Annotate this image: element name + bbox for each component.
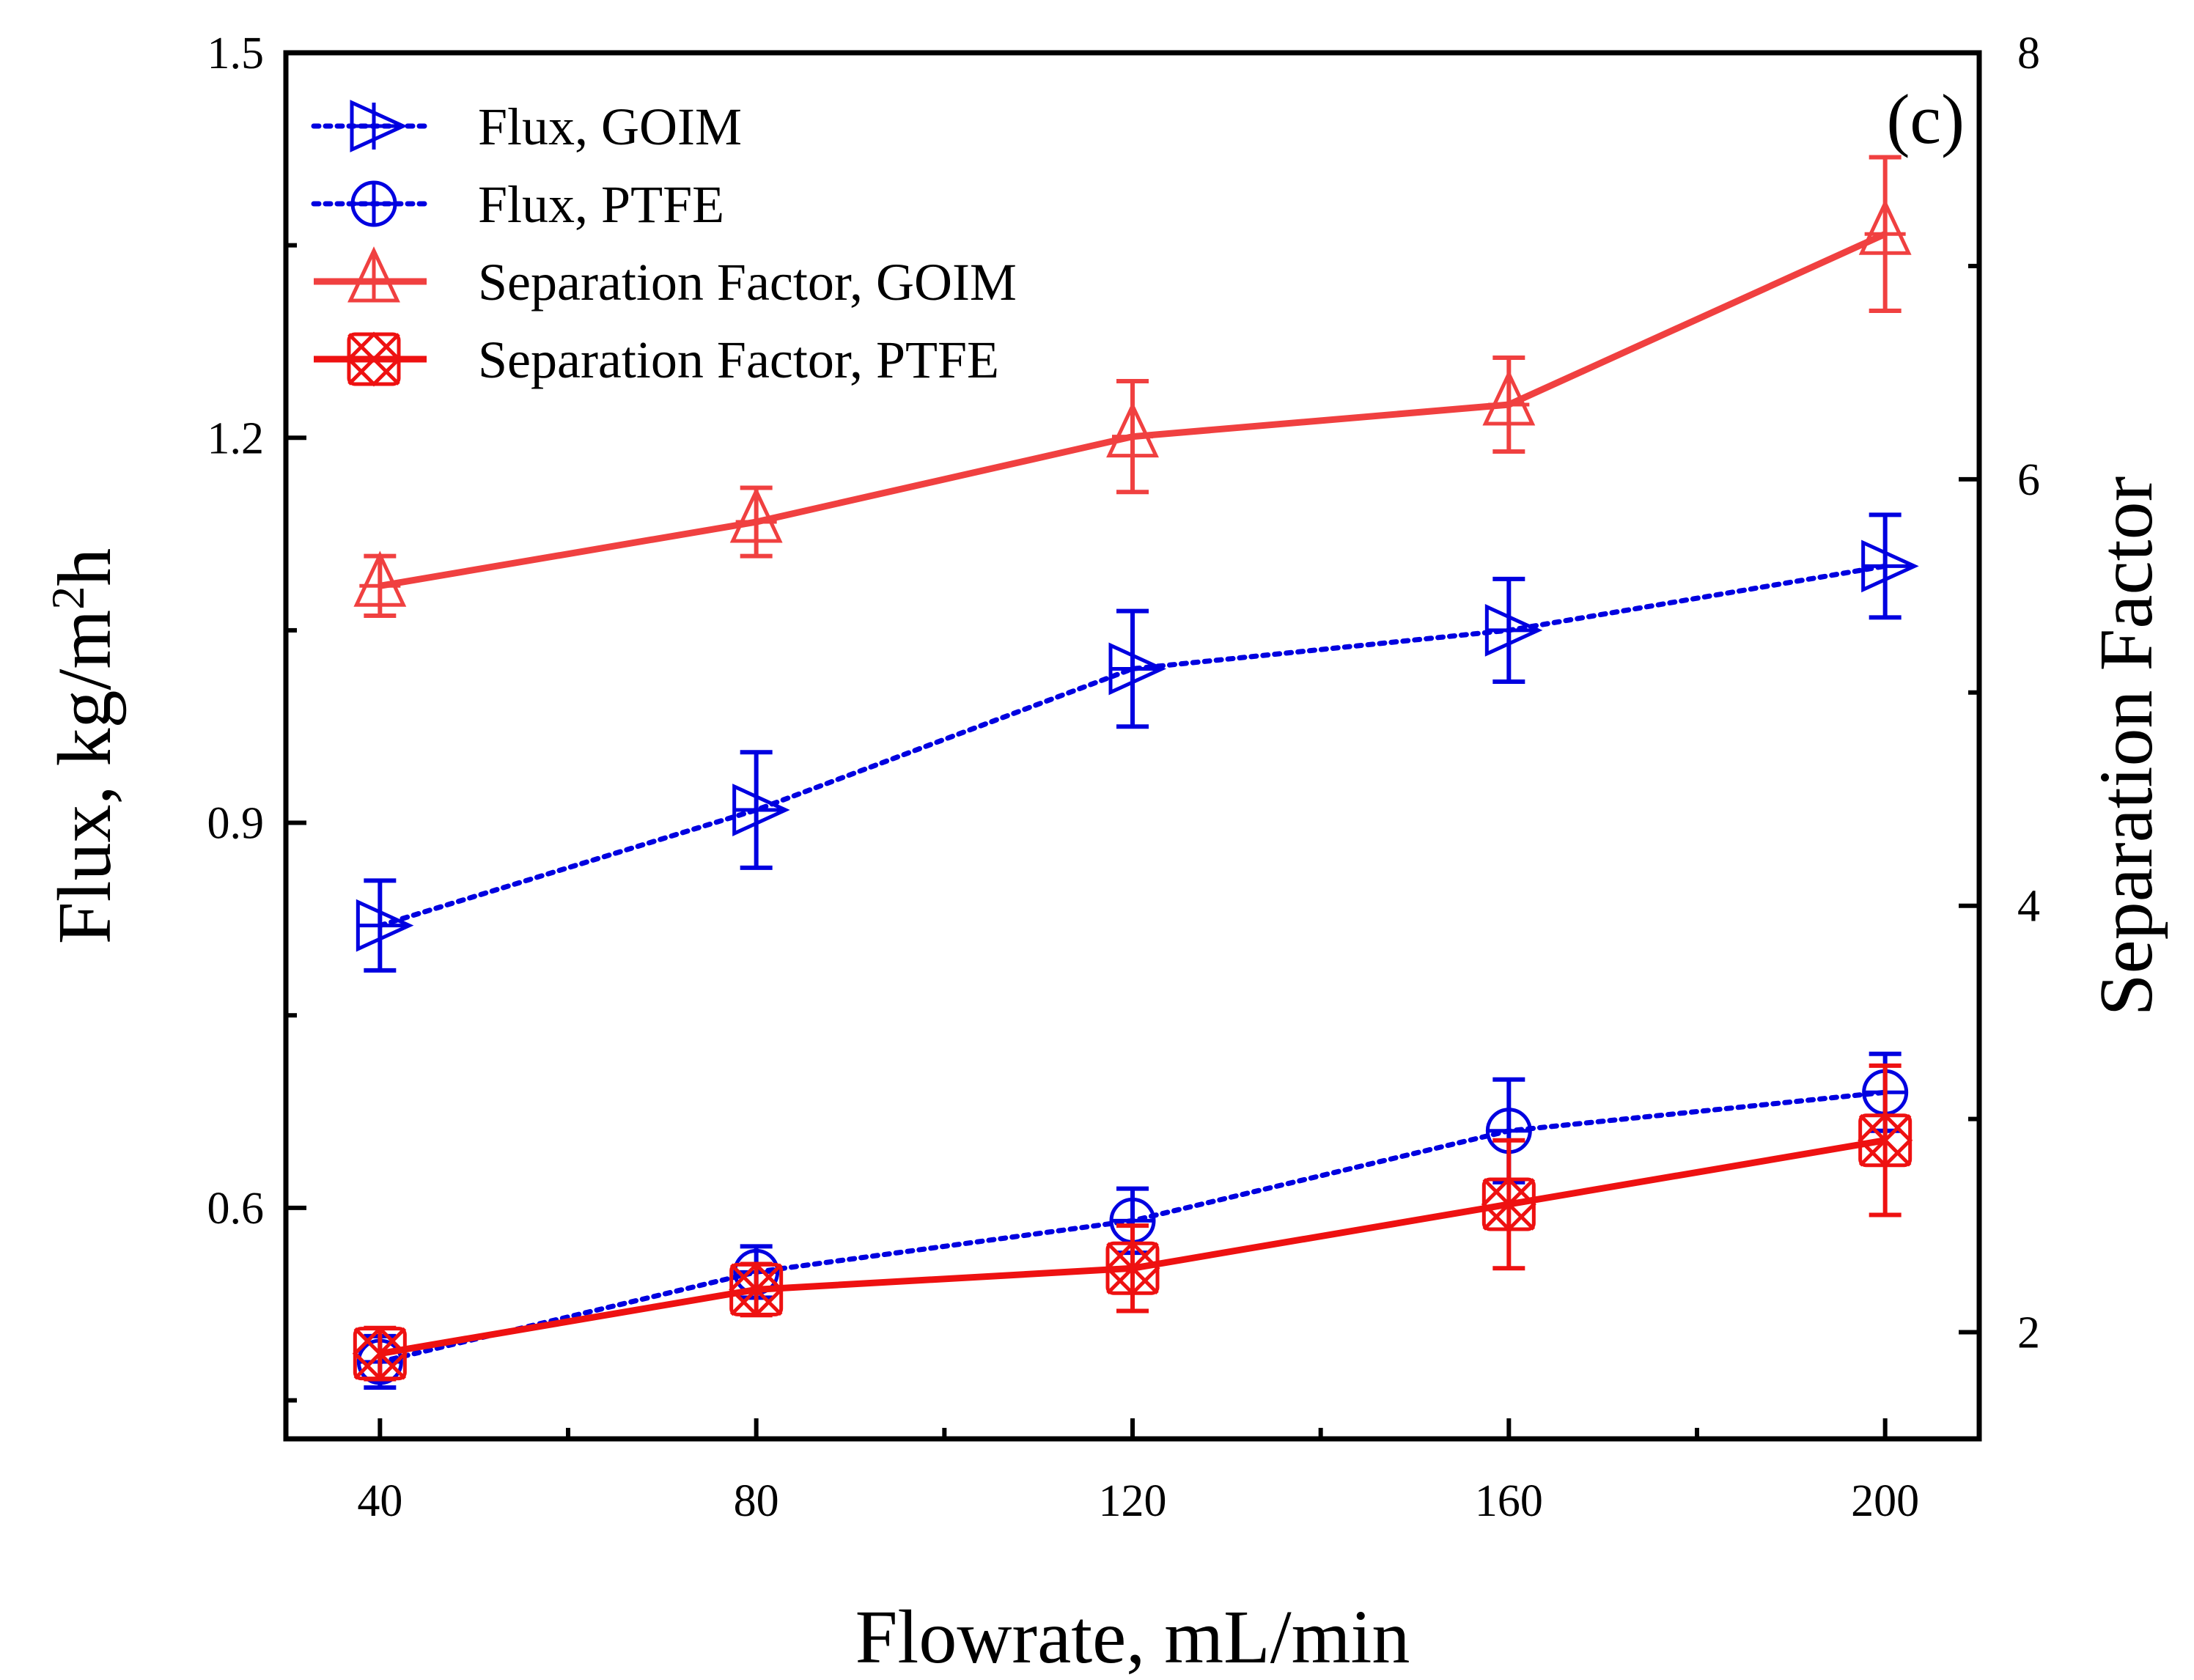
y-right-tick-label-4: 4 — [2017, 882, 2040, 932]
series-0-point-4 — [1861, 539, 1919, 593]
legend-item-1: Flux, PTFE — [311, 175, 724, 234]
series-2-point-0 — [353, 550, 407, 607]
series-1 — [356, 1051, 1909, 1390]
x-tick-label-80: 80 — [734, 1476, 779, 1526]
series-3-point-0-diamond — [352, 1326, 408, 1382]
y-left-tick-label-1.5: 1.5 — [207, 29, 265, 78]
series-3-point-2 — [1105, 1240, 1160, 1296]
axes-ticks: 40 80 120 160 200 0.6 0.9 1.2 1.5 2 4 6 8 — [207, 29, 2041, 1526]
y-left-tick-label-0.6: 0.6 — [207, 1184, 265, 1234]
y-right-tick-label-6: 6 — [2017, 455, 2040, 505]
y-axis-title-right: Separation Factor — [2084, 476, 2168, 1016]
y-right-tick-label-2: 2 — [2017, 1308, 2040, 1358]
y-axis-title-left-tail: h — [43, 548, 127, 586]
y-axis-title-left-main: Flux, kg/m — [43, 610, 127, 945]
legend-item-3-marker-diag2 — [347, 333, 400, 386]
series-3-point-1 — [729, 1261, 784, 1317]
series-3-point-0-diag2 — [353, 1327, 407, 1380]
series-0 — [356, 512, 1919, 973]
x-tick-label-40: 40 — [357, 1476, 402, 1526]
legend-item-3-label: Separation Factor, PTFE — [478, 331, 999, 389]
legend-item-3-marker-diamond — [346, 331, 402, 387]
series-0-point-2 — [1108, 642, 1167, 696]
legend-item-1-marker — [350, 180, 397, 227]
series-0-point-3 — [1484, 604, 1543, 657]
series-3-point-3-diag2 — [1482, 1178, 1536, 1231]
series-0-point-1 — [732, 784, 790, 836]
plot-series — [352, 155, 1919, 1390]
series-2-point-3 — [1482, 369, 1536, 426]
series-3 — [352, 1063, 1913, 1382]
y-left-tick-label-0.9: 0.9 — [207, 799, 265, 849]
series-2-point-1 — [729, 487, 783, 543]
y-axis-title-left-sup: 2 — [42, 586, 94, 610]
x-tick-label-120: 120 — [1099, 1476, 1167, 1526]
series-3-point-3-diamond — [1481, 1176, 1536, 1232]
legend-item-2-marker — [347, 246, 400, 303]
x-axis-title: Flowrate, mL/min — [855, 1595, 1410, 1679]
legend-item-3-marker — [346, 331, 402, 387]
series-3-point-0 — [352, 1326, 408, 1382]
series-3-point-1-diamond — [729, 1261, 784, 1317]
plot-frame — [283, 50, 1982, 1442]
legend-item-0: Flux, GOIM — [311, 97, 742, 156]
legend-item-3: Separation Factor, PTFE — [314, 331, 999, 389]
series-2-point-4 — [1858, 199, 1912, 255]
series-3-point-2-diamond — [1105, 1240, 1160, 1296]
y-axis-title-left: Flux, kg/m2h — [42, 548, 127, 945]
y-left-tick-label-1.2: 1.2 — [207, 413, 265, 463]
y-right-tick-label-8: 8 — [2017, 29, 2040, 78]
x-tick-label-160: 160 — [1475, 1476, 1543, 1526]
series-3-point-2-diag2 — [1106, 1242, 1159, 1295]
series-3-point-1-diag2 — [729, 1263, 783, 1316]
series-3-point-4-diamond — [1858, 1113, 1913, 1168]
series-3-point-4 — [1858, 1113, 1913, 1168]
series-3-point-3 — [1481, 1176, 1536, 1232]
legend-item-0-label: Flux, GOIM — [478, 97, 742, 156]
series-2-point-2 — [1106, 401, 1159, 458]
series-2 — [353, 155, 1912, 619]
legend-item-2: Separation Factor, GOIM — [314, 246, 1017, 312]
series-3-point-4-diag2 — [1858, 1113, 1912, 1167]
series-0-point-0 — [356, 899, 414, 952]
legend-item-0-marker — [350, 100, 408, 152]
x-tick-label-200: 200 — [1851, 1476, 1919, 1526]
panel-label: (c) — [1886, 80, 1965, 158]
legend-item-1-label: Flux, PTFE — [478, 175, 724, 234]
legend-item-2-label: Separation Factor, GOIM — [478, 253, 1017, 312]
legend: Flux, GOIM Flux, PTFE Separation Factor, G… — [311, 97, 1017, 389]
